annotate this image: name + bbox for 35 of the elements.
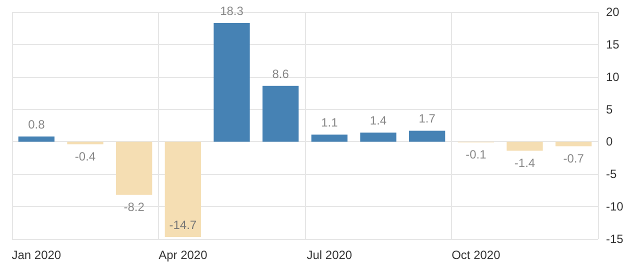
y-tick-label: 15 — [606, 37, 620, 52]
data-label: 18.3 — [220, 4, 244, 18]
bar — [409, 130, 446, 142]
bar — [311, 134, 348, 142]
bar — [556, 142, 592, 146]
bar — [360, 132, 396, 142]
x-tick-label: Jan 2020 — [12, 248, 62, 262]
bar — [116, 142, 152, 195]
data-label: -0.1 — [466, 147, 487, 162]
y-tick-label: 5 — [606, 102, 613, 116]
bar — [506, 142, 543, 151]
data-label: 8.6 — [272, 66, 290, 81]
data-label: -14.7 — [169, 218, 197, 232]
x-tick-label: Jul 2020 — [306, 248, 352, 262]
y-tick-label: -15 — [606, 232, 624, 246]
data-label: 1.7 — [418, 112, 436, 126]
x-tick-label: Apr 2020 — [158, 248, 208, 262]
x-tick-label: Oct 2020 — [452, 248, 501, 262]
data-label: -0.7 — [563, 151, 584, 166]
y-tick-label: 0 — [606, 134, 613, 149]
data-label: -0.4 — [74, 149, 96, 164]
bar — [214, 23, 250, 142]
bar — [262, 86, 299, 142]
data-label: -8.2 — [124, 200, 145, 214]
data-label: 0.8 — [28, 118, 46, 132]
bar — [18, 136, 54, 142]
bar — [164, 142, 201, 238]
y-tick-label: 20 — [606, 5, 620, 19]
data-label: -1.4 — [514, 156, 536, 170]
y-tick-label: -10 — [606, 200, 624, 214]
bar — [67, 142, 104, 144]
data-label: 1.4 — [370, 114, 387, 128]
data-label: 1.1 — [321, 116, 338, 130]
y-tick-label: -5 — [606, 167, 617, 182]
y-tick-label: 10 — [606, 70, 620, 84]
